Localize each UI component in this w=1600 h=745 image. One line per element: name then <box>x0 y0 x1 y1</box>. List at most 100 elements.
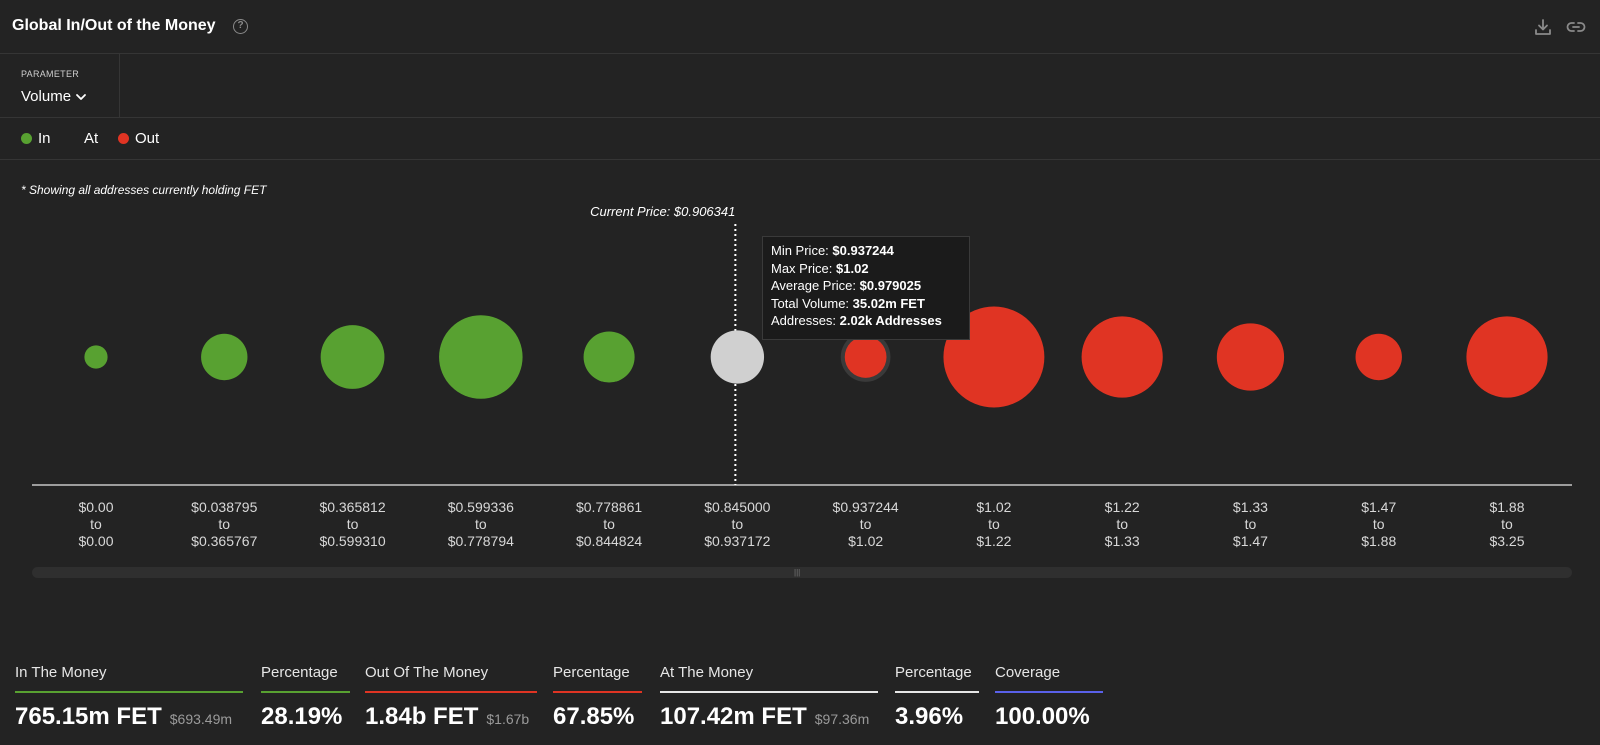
bubble-at-5[interactable] <box>710 330 765 384</box>
bubble-in-2[interactable] <box>320 325 385 389</box>
at-percentage-bar <box>895 691 979 693</box>
tick-label-9-to-word: to <box>1245 516 1257 532</box>
out-of-the-money-label: Out Of The Money <box>365 664 489 681</box>
tick-label-2-from: $0.365812 <box>319 499 385 515</box>
tick-label-7-from: $1.02 <box>976 499 1011 515</box>
tick-label-9-to: $1.47 <box>1233 533 1268 549</box>
bubble-out-11[interactable] <box>1466 316 1548 398</box>
bubble-in-4[interactable] <box>583 331 635 383</box>
in-percentage-value: 28.19% <box>261 703 343 730</box>
parameter-value: Volume <box>21 88 72 105</box>
chevron-down-icon <box>76 93 86 100</box>
parameter-row <box>0 54 1600 118</box>
coverage-label: Coverage <box>995 664 1061 681</box>
bubble-out-8[interactable] <box>1081 316 1163 398</box>
in-the-money-usd: $693.49m <box>169 711 233 727</box>
tick-label-3-to-word: to <box>475 516 487 532</box>
legend-out[interactable]: Out <box>118 130 159 147</box>
tick-label-10-to: $1.88 <box>1361 533 1396 549</box>
bubble-out-6[interactable] <box>844 336 887 378</box>
help-icon[interactable]: ? <box>233 19 248 34</box>
tick-label-10-to-word: to <box>1373 516 1385 532</box>
tooltip-min-price: Min Price: $0.937244 <box>771 243 894 258</box>
tick-label-2-to: $0.599310 <box>319 533 385 549</box>
in-percentage-label: Percentage <box>261 664 338 681</box>
tick-label-1-to-word: to <box>218 516 230 532</box>
at-the-money-value: 107.42m FET $97.36m <box>660 703 870 730</box>
out-percentage-label: Percentage <box>553 664 630 681</box>
legend-in[interactable]: In <box>21 130 51 147</box>
legend-at-label: At <box>84 130 99 147</box>
tick-label-10-from: $1.47 <box>1361 499 1396 515</box>
legend-row <box>0 118 1600 160</box>
link-icon[interactable] <box>1565 16 1587 38</box>
tick-label-8-to-word: to <box>1116 516 1128 532</box>
parameter-divider <box>119 54 120 117</box>
legend-in-dot <box>21 133 32 144</box>
tick-label-4-to-word: to <box>603 516 615 532</box>
tick-label-0-to: $0.00 <box>78 533 113 549</box>
at-the-money-label: At The Money <box>660 664 754 681</box>
tick-label-0-to-word: to <box>90 516 102 532</box>
legend-out-dot <box>118 133 129 144</box>
scrollbar-grip[interactable]: ||| <box>794 568 801 577</box>
out-of-the-money-bar <box>365 691 537 693</box>
tick-label-8-from: $1.22 <box>1105 499 1140 515</box>
tick-label-6-to: $1.02 <box>848 533 883 549</box>
tick-label-5-from: $0.845000 <box>704 499 770 515</box>
download-icon[interactable] <box>1532 16 1554 38</box>
tooltip-average-price: Average Price: $0.979025 <box>771 278 922 293</box>
tick-label-6-to-word: to <box>860 516 872 532</box>
out-percentage-bar <box>553 691 642 693</box>
tick-label-1-from: $0.038795 <box>191 499 257 515</box>
out-of-the-money-value: 1.84b FET $1.67b <box>365 703 530 730</box>
tick-label-11-to-word: to <box>1501 516 1513 532</box>
tick-label-11-from: $1.88 <box>1489 499 1524 515</box>
current-price-label: Current Price: $0.906341 <box>590 204 735 219</box>
bubble-out-9[interactable] <box>1216 323 1285 391</box>
at-percentage-label: Percentage <box>895 664 972 681</box>
coverage-bar <box>995 691 1103 693</box>
bubble-in-1[interactable] <box>201 333 248 381</box>
out-percentage-value: 67.85% <box>553 703 635 730</box>
bubble-out-10[interactable] <box>1355 333 1402 381</box>
legend-at[interactable]: At <box>84 130 98 147</box>
out-of-the-money-usd: $1.67b <box>486 711 530 727</box>
bubble-chart: Current Price: $0.906341$0.00to$0.00$0.0… <box>32 204 1572 549</box>
tick-label-7-to-word: to <box>988 516 1000 532</box>
bubble-in-3[interactable] <box>439 315 523 399</box>
parameter-label: PARAMETER <box>21 69 80 79</box>
tick-label-3-to: $0.778794 <box>448 533 514 549</box>
in-the-money-bar <box>15 691 243 693</box>
legend-out-label: Out <box>135 130 160 147</box>
at-the-money-usd: $97.36m <box>814 711 870 727</box>
bubble-in-0[interactable] <box>84 345 108 369</box>
tick-label-7-to: $1.22 <box>976 533 1011 549</box>
widget-header <box>0 0 1600 54</box>
tick-label-5-to-word: to <box>732 516 744 532</box>
in-percentage-bar <box>261 691 350 693</box>
tick-label-2-to-word: to <box>347 516 359 532</box>
tick-label-1-to: $0.365767 <box>191 533 257 549</box>
parameter-select[interactable]: Volume <box>21 88 87 105</box>
tooltip-total-volume: Total Volume: 35.02m FET <box>771 295 925 311</box>
chart-scrollbar[interactable] <box>32 567 1572 578</box>
bubble-tooltip: Min Price: $0.937244 Max Price: $1.02 Av… <box>762 236 970 340</box>
tick-label-6-from: $0.937244 <box>833 499 899 515</box>
widget-title: Global In/Out of the Money <box>12 17 216 34</box>
tick-label-4-from: $0.778861 <box>576 499 642 515</box>
tick-label-9-from: $1.33 <box>1233 499 1268 515</box>
legend-in-label: In <box>38 130 51 147</box>
tick-label-11-to: $3.25 <box>1489 533 1524 549</box>
tooltip-addresses: Addresses: 2.02k Addresses <box>771 313 942 328</box>
in-the-money-value: 765.15m FET $693.49m <box>15 703 233 730</box>
at-percentage-value: 3.96% <box>895 703 964 730</box>
in-the-money-label: In The Money <box>15 664 107 681</box>
tick-label-3-from: $0.599336 <box>448 499 514 515</box>
at-the-money-bar <box>660 691 878 693</box>
holding-note: * Showing all addresses currently holdin… <box>21 183 267 197</box>
tooltip-max-price: Max Price: $1.02 <box>771 260 869 276</box>
tick-label-8-to: $1.33 <box>1105 533 1140 549</box>
tick-label-0-from: $0.00 <box>78 499 113 515</box>
coverage-value: 100.00% <box>995 703 1090 730</box>
